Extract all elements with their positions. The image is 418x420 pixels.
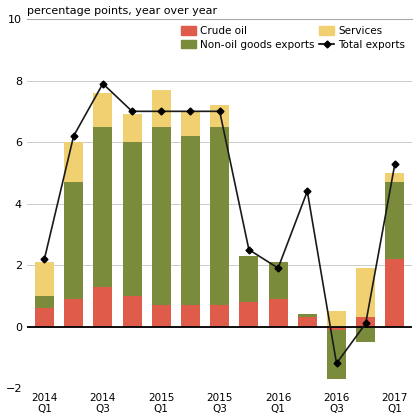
Bar xyxy=(93,286,112,326)
Bar xyxy=(122,296,142,326)
Bar xyxy=(64,142,83,182)
Legend: Crude oil, Non-oil goods exports, Services, Total exports: Crude oil, Non-oil goods exports, Servic… xyxy=(179,24,407,52)
Bar xyxy=(181,111,200,136)
Bar xyxy=(240,302,258,326)
Bar xyxy=(122,114,142,142)
Text: percentage points, year over year: percentage points, year over year xyxy=(27,5,217,16)
Bar xyxy=(385,182,404,259)
Bar xyxy=(64,299,83,326)
Bar xyxy=(327,326,346,330)
Bar xyxy=(298,317,317,326)
Bar xyxy=(64,182,83,299)
Bar xyxy=(152,127,171,305)
Bar xyxy=(210,127,229,305)
Bar xyxy=(269,299,288,326)
Bar xyxy=(269,262,288,299)
Bar xyxy=(35,308,54,326)
Bar xyxy=(93,93,112,127)
Bar xyxy=(327,330,346,379)
Bar xyxy=(181,305,200,326)
Bar xyxy=(152,90,171,127)
Bar xyxy=(35,296,54,308)
Bar xyxy=(356,268,375,317)
Bar xyxy=(240,256,258,302)
Bar xyxy=(356,326,375,342)
Bar xyxy=(152,305,171,326)
Bar xyxy=(181,136,200,305)
Bar xyxy=(385,173,404,182)
Bar xyxy=(356,317,375,326)
Bar xyxy=(35,262,54,296)
Bar xyxy=(298,314,317,317)
Bar xyxy=(93,127,112,286)
Bar xyxy=(210,105,229,127)
Bar xyxy=(385,259,404,326)
Bar xyxy=(210,305,229,326)
Bar xyxy=(122,142,142,296)
Bar xyxy=(327,311,346,326)
